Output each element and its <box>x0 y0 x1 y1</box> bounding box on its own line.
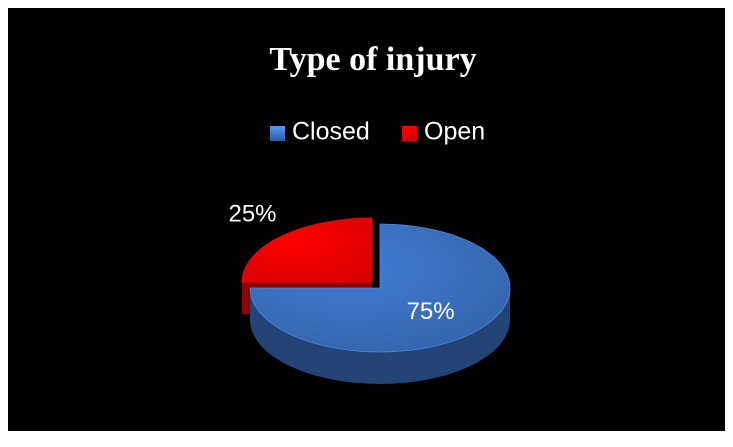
slice-side <box>250 288 510 384</box>
legend-swatch <box>270 126 285 141</box>
legend-label: Open <box>424 118 485 146</box>
value-label: 25% <box>228 201 276 228</box>
slice-top <box>249 223 511 353</box>
legend-label: Closed <box>292 118 370 146</box>
value-label: 75% <box>407 298 455 325</box>
slice-top <box>241 217 373 283</box>
slice <box>249 223 511 384</box>
chart-title: Type of injury <box>269 41 476 78</box>
legend-swatch <box>402 126 417 141</box>
